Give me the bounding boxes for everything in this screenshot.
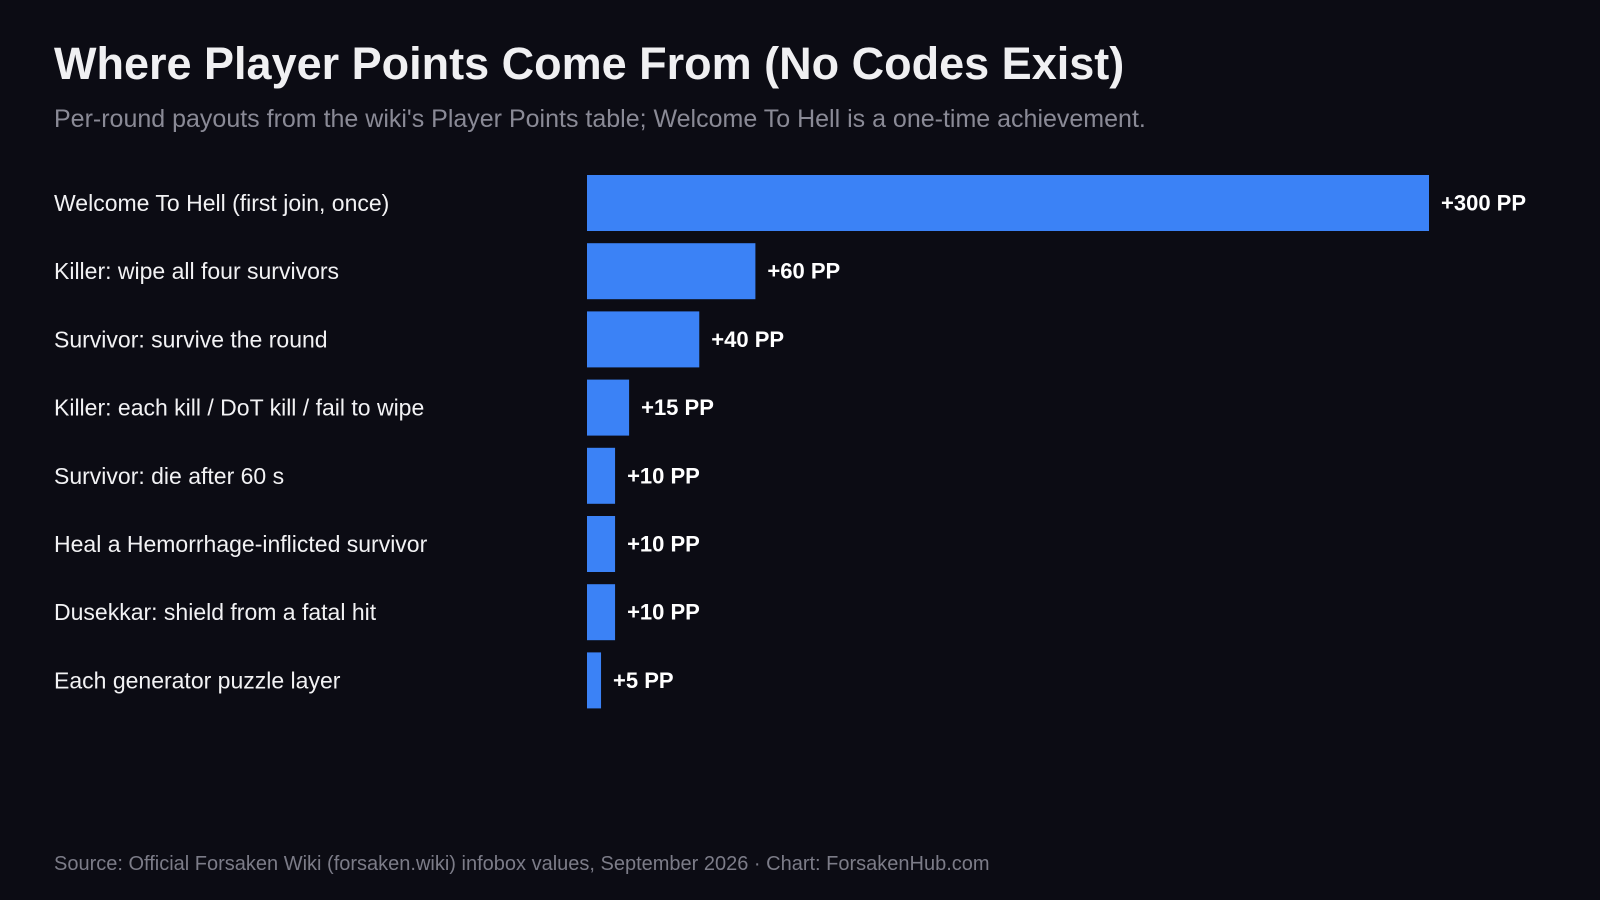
bar — [587, 584, 616, 641]
category-label: Killer: wipe all four survivors — [54, 258, 339, 284]
value-label: +10 PP — [627, 463, 700, 488]
value-label: +10 PP — [627, 532, 700, 557]
bar — [587, 516, 616, 572]
bar — [587, 311, 700, 368]
chart-title: Where Player Points Come From (No Codes … — [54, 38, 1125, 89]
value-label: +60 PP — [767, 259, 840, 284]
category-label: Survivor: survive the round — [54, 326, 328, 352]
source-footnote: Source: Official Forsaken Wiki (forsaken… — [54, 853, 990, 875]
value-label: +5 PP — [613, 668, 674, 693]
category-label: Welcome To Hell (first join, once) — [54, 190, 389, 216]
category-label: Dusekkar: shield from a fatal hit — [54, 599, 377, 625]
value-label: +10 PP — [627, 600, 700, 625]
bar — [587, 447, 616, 504]
chart-subtitle: Per-round payouts from the wiki's Player… — [54, 105, 1146, 133]
bar — [587, 379, 630, 436]
category-label: Survivor: die after 60 s — [54, 463, 284, 489]
bar — [587, 652, 602, 709]
value-label: +15 PP — [641, 395, 714, 420]
bar — [587, 243, 756, 300]
value-label: +40 PP — [711, 327, 784, 352]
category-label: Killer: each kill / DoT kill / fail to w… — [54, 395, 424, 421]
category-label: Heal a Hemorrhage-inflicted survivor — [54, 531, 428, 557]
category-label: Each generator puzzle layer — [54, 667, 341, 693]
bar — [587, 175, 1429, 231]
value-label: +300 PP — [1441, 191, 1526, 216]
